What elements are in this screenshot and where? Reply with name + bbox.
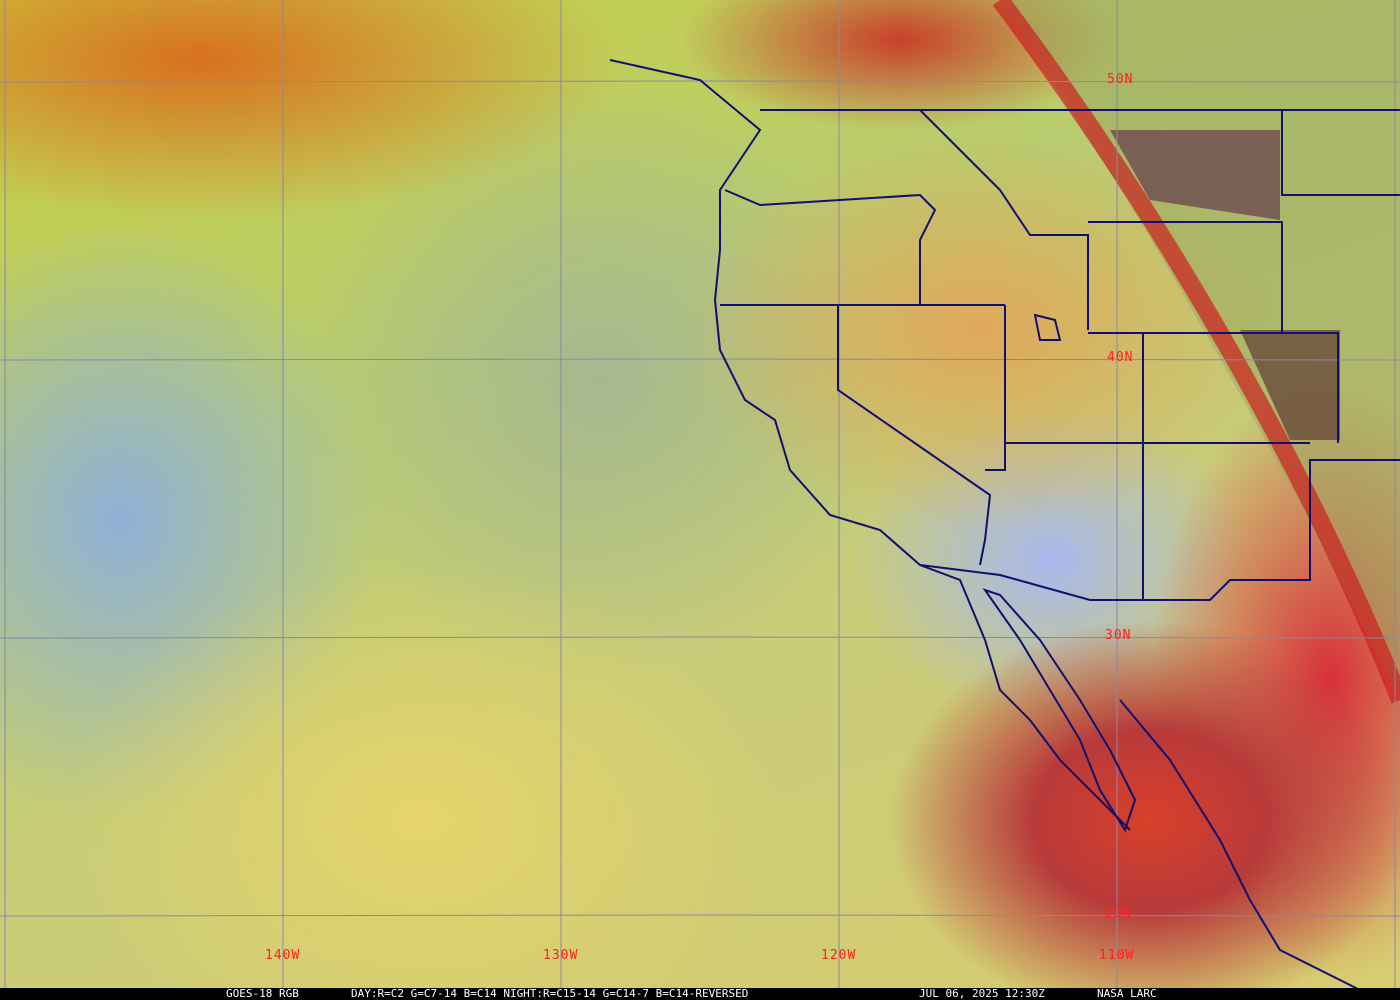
nv-ut-border bbox=[985, 305, 1006, 471]
great-salt-lake bbox=[1033, 313, 1062, 341]
latitude-label-50n: 50N bbox=[1107, 72, 1134, 87]
longitude-label-110w: 110W bbox=[1099, 948, 1135, 963]
longitude-label-120w: 120W bbox=[821, 948, 857, 963]
latitude-line-30n bbox=[0, 636, 1400, 639]
coastline bbox=[609, 59, 1131, 831]
boundaries bbox=[609, 59, 1400, 990]
caption-bar: GOES-18 RGB DAY:R=C2 G=C7-14 B=C14 NIGHT… bbox=[0, 988, 1400, 1000]
source: NASA LARC bbox=[1097, 987, 1157, 1000]
latitude-label-20n: 20N bbox=[1105, 906, 1132, 921]
timestamp: JUL 06, 2025 12:30Z bbox=[919, 987, 1045, 1000]
product-name: GOES-18 RGB bbox=[226, 987, 299, 1000]
ca-nv-border bbox=[837, 305, 992, 566]
latitude-label-40n: 40N bbox=[1107, 350, 1134, 365]
latitude-line-40n bbox=[0, 358, 1400, 361]
latitude-line-20n bbox=[0, 914, 1400, 917]
longitude-label-140w: 140W bbox=[265, 948, 301, 963]
mexico-mainland-coast bbox=[1119, 699, 1361, 990]
wa-or-border bbox=[724, 189, 937, 305]
longitude-label-130w: 130W bbox=[543, 948, 579, 963]
id-border bbox=[919, 109, 1089, 330]
us-mexico-border bbox=[919, 459, 1400, 601]
baja-coast bbox=[982, 588, 1137, 833]
ut-co-border bbox=[1088, 332, 1339, 443]
latitude-label-30n: 30N bbox=[1105, 628, 1132, 643]
wy-border bbox=[1088, 221, 1283, 333]
rgb-recipe: DAY:R=C2 G=C7-14 B=C14 NIGHT:R=C15-14 G=… bbox=[351, 987, 749, 1000]
mt-border bbox=[1281, 110, 1400, 196]
